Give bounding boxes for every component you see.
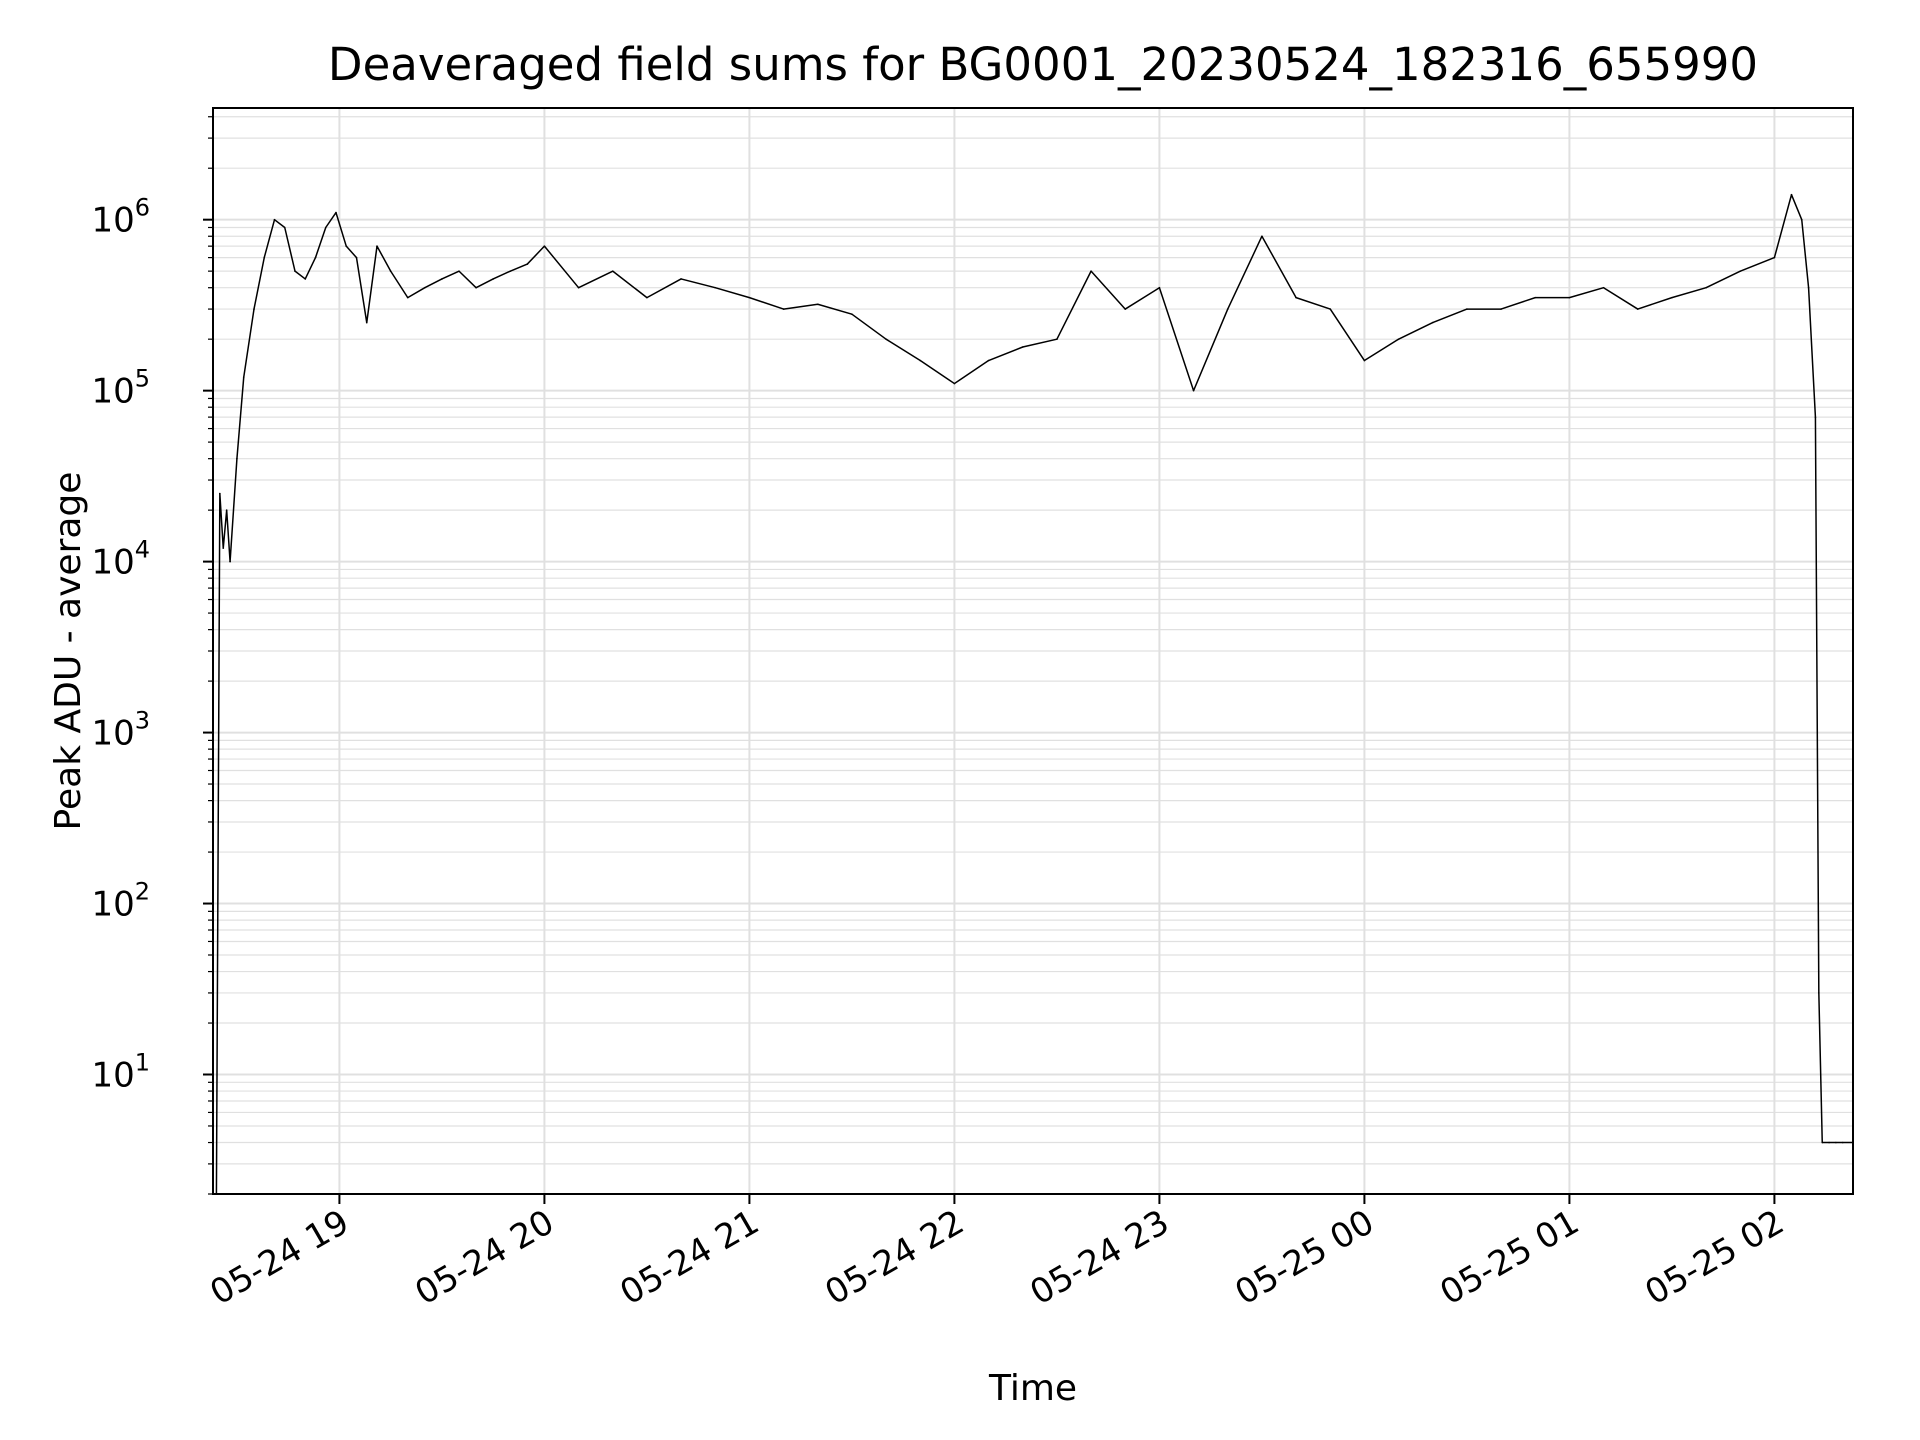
- data-point: [714, 286, 717, 289]
- data-point: [1773, 256, 1776, 259]
- grid: [213, 108, 1853, 1195]
- data-point: [1821, 1141, 1824, 1144]
- y-tick-label: 102: [91, 878, 150, 925]
- data-point: [263, 256, 266, 259]
- data-point: [1818, 992, 1820, 994]
- data-point: [885, 338, 887, 340]
- data-point: [324, 226, 327, 229]
- data-point: [543, 245, 546, 247]
- data-point: [1828, 1141, 1830, 1144]
- x-axis-label: Time: [988, 1368, 1077, 1409]
- data-point: [1739, 270, 1742, 272]
- data-point: [1671, 296, 1673, 299]
- data-point: [816, 303, 819, 306]
- data-point: [475, 286, 477, 289]
- data-point: [242, 376, 245, 378]
- data-point: [441, 278, 443, 280]
- data-point: [1056, 338, 1058, 340]
- data-point: [1800, 218, 1803, 221]
- plot-line-layer: [212, 193, 1854, 1195]
- data-point: [1261, 235, 1263, 238]
- data-point: [304, 278, 307, 280]
- data-point: [253, 308, 255, 310]
- data-point: [406, 296, 409, 299]
- data-point: [365, 321, 368, 324]
- y-tick-label: 104: [91, 536, 150, 583]
- data-point: [1466, 308, 1468, 310]
- data-point: [1534, 296, 1537, 299]
- data-point: [782, 308, 785, 310]
- data-point: [1636, 308, 1639, 310]
- data-point: [225, 509, 228, 511]
- data-point: [389, 270, 392, 272]
- data-point: [1158, 286, 1161, 289]
- data-point: [229, 560, 231, 563]
- data-point: [1329, 308, 1332, 310]
- data-point: [1192, 389, 1195, 392]
- data-point: [1431, 321, 1434, 324]
- data-point: [1021, 346, 1024, 348]
- data-point: [335, 211, 337, 214]
- data-point: [1500, 308, 1502, 310]
- data-point: [345, 245, 348, 247]
- data-point: [953, 382, 956, 385]
- data-point: [1841, 1141, 1844, 1144]
- data-point: [1835, 1141, 1837, 1144]
- data-point: [1814, 416, 1817, 418]
- data-point: [748, 296, 751, 299]
- data-point: [646, 296, 648, 299]
- data-point: [294, 270, 296, 272]
- data-point: [611, 270, 614, 272]
- data-point: [1807, 286, 1810, 289]
- data-point: [1363, 359, 1366, 362]
- y-tick-label: 105: [91, 365, 150, 412]
- y-tick-label: 101: [91, 1049, 150, 1096]
- data-point: [1226, 308, 1229, 310]
- data-point: [492, 278, 494, 280]
- data-point: [509, 270, 512, 272]
- y-axis-label: Peak ADU - average: [48, 472, 89, 831]
- data-point: [222, 547, 225, 549]
- y-tick-label: 106: [91, 194, 150, 241]
- data-point: [1705, 286, 1707, 289]
- data-point: [987, 359, 990, 362]
- data-point: [851, 313, 853, 315]
- data-point: [424, 286, 426, 289]
- data-point: [1602, 286, 1605, 289]
- data-point: [1295, 296, 1297, 299]
- data-point: [236, 457, 238, 460]
- chart-title: Deaveraged field sums for BG0001_2023052…: [328, 38, 1758, 91]
- data-point: [577, 286, 580, 289]
- data-point: [680, 278, 682, 280]
- data-point: [526, 263, 529, 265]
- y-tick-label: 103: [91, 707, 150, 754]
- data-point: [219, 492, 221, 495]
- data-point: [314, 256, 317, 259]
- data-point: [1124, 308, 1127, 310]
- data-point: [1090, 270, 1092, 272]
- data-point: [919, 359, 922, 362]
- data-point: [1568, 296, 1571, 299]
- data-point: [458, 270, 460, 272]
- data-point: [1397, 338, 1400, 340]
- data-point: [273, 218, 276, 221]
- data-point: [283, 226, 286, 229]
- data-point: [376, 245, 378, 247]
- data-point: [355, 256, 358, 259]
- data-point: [1790, 193, 1793, 196]
